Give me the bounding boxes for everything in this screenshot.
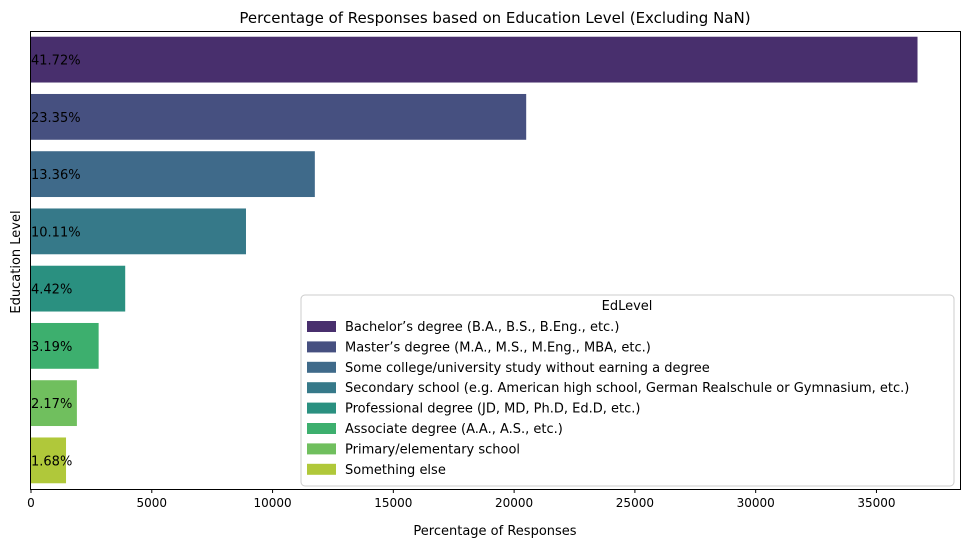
bar-7 <box>31 380 77 427</box>
legend-box <box>300 294 955 487</box>
bar-8 <box>31 437 67 484</box>
x-tick-label-3: 15000 <box>374 496 412 510</box>
x-tick-label-1: 5000 <box>137 496 168 510</box>
legend-title: EdLevel <box>602 299 653 314</box>
legend: EdLevel Bachelor’s degree (B.A., B.S., B… <box>300 294 955 487</box>
legend-label-5: Professional degree (JD, MD, Ph.D, Ed.D,… <box>345 402 640 417</box>
bar-2 <box>31 93 527 140</box>
bar-1 <box>31 36 918 83</box>
legend-swatch-7 <box>307 443 336 455</box>
x-tick-label-6: 30000 <box>737 496 775 510</box>
legend-label-1: Bachelor’s degree (B.A., B.S., B.Eng., e… <box>345 320 619 335</box>
bar-labels-group: 41.72% 23.35% 13.36% 10.11% 4.42% 3.19% 2.17% 1… <box>31 54 81 470</box>
bar-label-1: 41.72% <box>31 54 81 69</box>
bar-4 <box>31 208 246 255</box>
legend-label-7: Primary/elementary school <box>345 442 520 457</box>
legend-label-2: Master’s degree (M.A., M.S., M.Eng., MBA… <box>345 340 651 355</box>
x-tick-label-2: 10000 <box>253 496 291 510</box>
x-tick-label-0: 0 <box>27 496 35 510</box>
bar-5 <box>31 265 126 312</box>
bar-6 <box>31 322 99 369</box>
legend-label-4: Secondary school (e.g. American high sch… <box>345 381 909 396</box>
bar-3 <box>31 151 315 198</box>
chart-title: Percentage of Responses based on Educati… <box>239 9 750 27</box>
legend-label-8: Something else <box>345 463 446 478</box>
legend-swatch-8 <box>307 463 336 475</box>
legend-label-3: Some college/university study without ea… <box>345 361 710 376</box>
legend-label-6: Associate degree (A.A., A.S., etc.) <box>345 422 563 437</box>
x-axis-ticks: 0 5000 10000 15000 20000 25000 30000 35000 <box>27 489 896 510</box>
legend-swatch-6 <box>307 423 336 434</box>
legend-swatch-3 <box>307 361 336 373</box>
bar-label-6: 3.19% <box>31 340 72 355</box>
legend-swatch-1 <box>307 321 336 332</box>
bar-label-5: 4.42% <box>31 283 72 298</box>
x-tick-label-5: 25000 <box>616 496 654 510</box>
legend-swatch-5 <box>307 402 336 414</box>
bar-label-7: 2.17% <box>31 397 72 412</box>
bar-label-3: 13.36% <box>31 168 81 183</box>
legend-items: Bachelor’s degree (B.A., B.S., B.Eng., e… <box>307 320 909 478</box>
legend-swatch-4 <box>307 382 336 394</box>
x-tick-label-7: 35000 <box>857 496 895 510</box>
bars-group <box>31 36 918 484</box>
x-axis-label: Percentage of Responses <box>413 524 576 539</box>
x-tick-label-4: 20000 <box>495 496 533 510</box>
legend-swatch-2 <box>307 341 336 353</box>
bar-label-4: 10.11% <box>31 225 81 240</box>
bar-label-8: 1.68% <box>31 454 72 469</box>
bar-label-2: 23.35% <box>31 111 81 126</box>
plot-frame <box>30 31 961 490</box>
y-axis-label: Education Level <box>9 210 24 313</box>
